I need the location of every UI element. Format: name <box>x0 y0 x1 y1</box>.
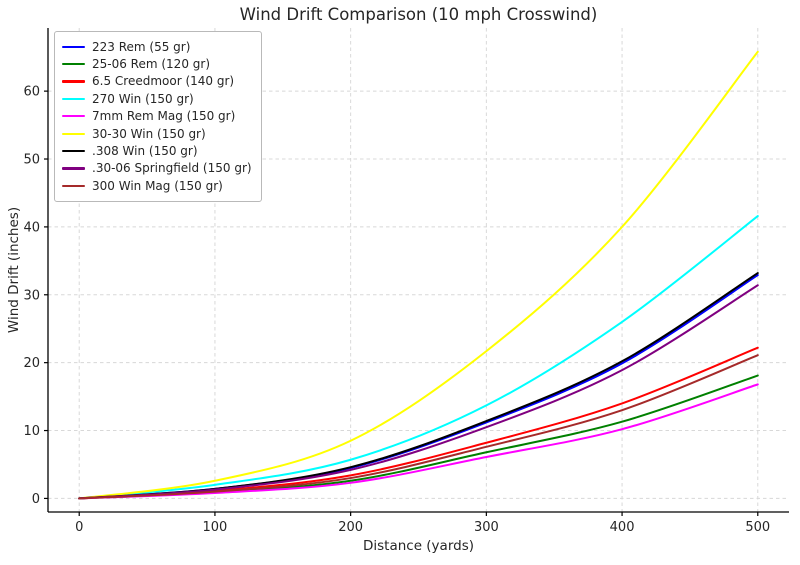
x-tick-label: 500 <box>745 520 770 535</box>
y-tick-label: 40 <box>23 220 40 235</box>
legend-item: 6.5 Creedmoor (140 gr) <box>62 73 252 90</box>
legend-line-swatch <box>62 167 85 170</box>
legend-label: .308 Win (150 gr) <box>92 144 198 159</box>
legend-item: 7mm Rem Mag (150 gr) <box>62 108 252 125</box>
y-tick-label: 20 <box>23 356 40 371</box>
series-line <box>78 383 759 500</box>
legend-item: .308 Win (150 gr) <box>62 142 252 159</box>
legend-line-swatch <box>62 45 85 48</box>
y-tick-label: 30 <box>23 288 40 303</box>
series-line <box>78 215 759 500</box>
legend-item: 223 Rem (55 gr) <box>62 38 252 55</box>
legend-label: 25-06 Rem (120 gr) <box>92 57 211 72</box>
series-line <box>78 354 759 500</box>
y-tick-label: 0 <box>32 492 40 507</box>
x-tick-label: 100 <box>203 520 228 535</box>
legend-line-swatch <box>62 62 85 66</box>
y-tick-label: 10 <box>23 424 40 439</box>
y-tick-label: 60 <box>23 85 40 100</box>
legend-line-swatch <box>62 115 85 118</box>
legend-label: 6.5 Creedmoor (140 gr) <box>92 74 235 89</box>
y-tick-label: 50 <box>23 153 40 168</box>
legend-label: 7mm Rem Mag (150 gr) <box>92 109 236 124</box>
legend-item: 300 Win Mag (150 gr) <box>62 177 252 194</box>
series-line <box>78 274 759 500</box>
x-tick-label: 400 <box>610 520 635 535</box>
x-tick-label: 200 <box>338 520 363 535</box>
x-tick-label: 300 <box>474 520 499 535</box>
legend-line-swatch <box>62 132 85 135</box>
series-line <box>78 284 759 500</box>
legend-line-swatch <box>62 184 85 187</box>
legend-line-swatch <box>62 80 85 83</box>
x-axis-label: Distance (yards) <box>362 538 475 554</box>
legend-item: 30-30 Win (150 gr) <box>62 125 252 142</box>
legend-label: 300 Win Mag (150 gr) <box>92 178 223 193</box>
series-line <box>78 346 759 500</box>
legend-label: .30-06 Springfield (150 gr) <box>92 161 252 176</box>
legend: 223 Rem (55 gr) 25-06 Rem (120 gr) 6.5 Cre… <box>54 31 262 202</box>
x-tick-label: 0 <box>75 520 83 535</box>
chart-title: Wind Drift Comparison (10 mph Crosswind) <box>239 5 598 24</box>
legend-line-swatch <box>62 149 85 153</box>
series-line <box>78 50 759 500</box>
legend-label: 223 Rem (55 gr) <box>92 39 191 54</box>
legend-item: 270 Win (150 gr) <box>62 90 252 107</box>
legend-item: 25-06 Rem (120 gr) <box>62 55 252 72</box>
y-axis-label: Wind Drift (inches) <box>6 206 22 334</box>
legend-label: 30-30 Win (150 gr) <box>92 126 206 141</box>
legend-line-swatch <box>62 97 85 100</box>
legend-label: 270 Win (150 gr) <box>92 91 194 106</box>
legend-item: .30-06 Springfield (150 gr) <box>62 160 252 177</box>
